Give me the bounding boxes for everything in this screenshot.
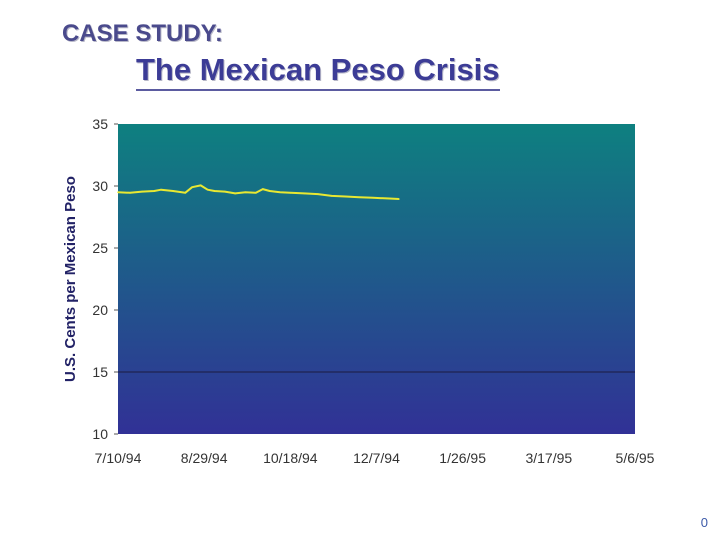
x-axis-ticks: 7/10/94 8/29/94 10/18/94 12/7/94 1/26/95 3/17… xyxy=(95,450,655,466)
data-point xyxy=(317,193,319,195)
y-tick-label: 10 xyxy=(92,426,108,442)
data-point xyxy=(160,188,162,191)
data-point xyxy=(358,196,361,198)
x-tick-label: 12/7/94 xyxy=(353,450,400,466)
y-tick-label: 35 xyxy=(92,116,108,132)
data-point xyxy=(234,192,236,195)
data-point xyxy=(279,191,281,193)
data-point xyxy=(268,190,271,192)
section-kicker: CASE STUDY: xyxy=(62,20,223,47)
page-number: 0 xyxy=(700,515,708,530)
data-point xyxy=(303,192,305,195)
data-point xyxy=(344,195,347,198)
plot-area xyxy=(118,124,635,434)
data-point xyxy=(117,191,119,193)
data-point xyxy=(372,196,374,199)
data-point xyxy=(224,190,226,193)
x-tick-label: 5/6/95 xyxy=(616,450,655,466)
x-tick-label: 1/26/95 xyxy=(439,450,486,466)
x-tick-label: 8/29/94 xyxy=(181,450,228,466)
y-axis-ticks: 35 30 25 20 15 10 xyxy=(92,116,118,442)
data-point xyxy=(386,197,388,200)
y-tick-label: 20 xyxy=(92,302,108,318)
data-point xyxy=(398,198,400,200)
x-tick-label: 7/10/94 xyxy=(95,450,142,466)
y-tick-label: 25 xyxy=(92,240,108,256)
data-point xyxy=(129,192,131,194)
series-layer xyxy=(117,184,400,200)
y-axis-label: U.S. Cents per Mexican Peso xyxy=(62,176,79,382)
data-point xyxy=(206,188,209,191)
data-point xyxy=(213,190,216,192)
data-point xyxy=(153,190,155,192)
y-tick-label: 15 xyxy=(92,364,108,380)
data-point xyxy=(244,191,247,193)
y-tick-label: 30 xyxy=(92,178,108,194)
data-point xyxy=(191,186,193,189)
data-point xyxy=(141,190,143,193)
page-title: The Mexican Peso Crisis xyxy=(136,52,500,91)
data-point xyxy=(330,195,333,197)
data-point xyxy=(289,192,292,194)
x-tick-label: 10/18/94 xyxy=(263,450,318,466)
data-point xyxy=(172,190,174,192)
x-tick-label: 3/17/95 xyxy=(525,450,572,466)
data-point xyxy=(255,192,257,194)
data-point xyxy=(261,188,264,190)
data-point xyxy=(184,192,187,194)
data-point xyxy=(199,184,202,187)
